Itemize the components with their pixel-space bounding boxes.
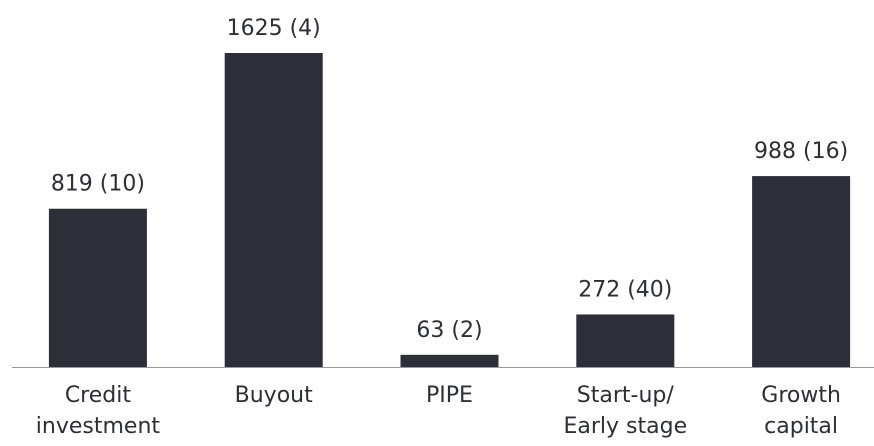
x-tick-label: PIPE (426, 383, 473, 408)
bar (48, 208, 147, 367)
bar (752, 176, 851, 367)
x-tick-label: Growth (761, 383, 841, 408)
data-label: 63 (2) (416, 318, 482, 343)
x-tick-label: Credit (65, 383, 132, 408)
x-tick-label: investment (36, 414, 161, 439)
x-tick-label: Early stage (563, 414, 687, 439)
data-label: 819 (10) (51, 172, 145, 197)
data-label: 272 (40) (578, 277, 672, 302)
data-label: 988 (16) (754, 139, 848, 164)
data-label: 1625 (4) (227, 16, 321, 41)
x-tick-label: capital (764, 414, 838, 439)
x-tick-label: Start-up/ (577, 383, 675, 408)
bar (400, 354, 499, 367)
x-tick-label: Buyout (235, 383, 313, 408)
bar (224, 53, 323, 367)
bar (576, 314, 675, 367)
